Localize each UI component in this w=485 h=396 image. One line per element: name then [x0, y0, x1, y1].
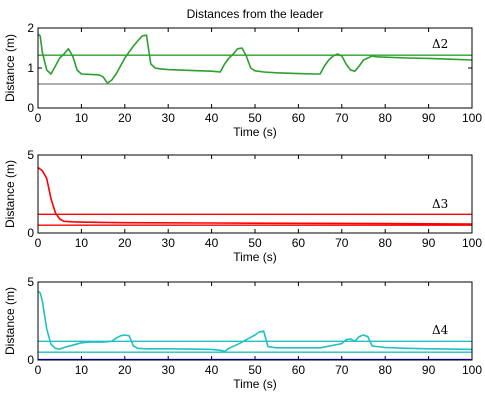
x-tick-label: 70 [335, 236, 349, 250]
chart-title: Distances from the leader [187, 7, 324, 21]
x-tick-label: 0 [35, 236, 42, 250]
y-tick-label: 5 [27, 148, 34, 162]
x-tick-label: 60 [292, 111, 306, 125]
x-tick-label: 100 [462, 236, 482, 250]
x-tick-label: 70 [335, 111, 349, 125]
delta-annotation: Δ4 [432, 323, 449, 337]
chart-panel-1: 0 10 20 30 40 50 60 70 80 90 100 0 1 2 Time (s) Distanc… [3, 7, 482, 139]
x-tick-label: 90 [422, 111, 436, 125]
x-tick-label: 40 [205, 111, 219, 125]
x-tick-label: 80 [379, 111, 393, 125]
x-tick-label: 20 [118, 111, 132, 125]
x-tick-label: 80 [379, 363, 393, 377]
x-tick-label: 100 [462, 111, 482, 125]
x-tick-label: 30 [162, 111, 176, 125]
y-tick-label: 0 [27, 226, 34, 240]
x-tick-label: 0 [35, 363, 42, 377]
x-tick-label: 40 [205, 236, 219, 250]
x-tick-label: 60 [292, 363, 306, 377]
x-tick-label: 20 [118, 236, 132, 250]
x-tick-label: 0 [35, 111, 42, 125]
chart-panel-2: 0 10 20 30 40 50 60 70 80 90 100 0 5 Time (s) Distance… [3, 148, 482, 264]
x-tick-label: 60 [292, 236, 306, 250]
x-tick-label: 90 [422, 363, 436, 377]
x-axis-label: Time (s) [233, 377, 277, 391]
trajectory-line-3-0 [37, 290, 473, 353]
delta-annotation: Δ3 [432, 197, 448, 211]
delta-annotation: Δ2 [432, 37, 448, 51]
chart-panel-3: 0 10 20 30 40 50 60 70 80 90 100 0 5 Time (s) Distance… [3, 275, 482, 391]
x-tick-label: 90 [422, 236, 436, 250]
x-tick-label: 10 [75, 236, 89, 250]
y-tick-label: 5 [27, 275, 34, 289]
x-tick-label: 50 [248, 111, 262, 125]
trajectory-line-1-0 [37, 33, 473, 84]
x-tick-label: 30 [162, 236, 176, 250]
axes-frame [37, 154, 473, 234]
x-tick-label: 80 [379, 236, 393, 250]
y-axis-label: Distance (m) [3, 160, 17, 228]
x-tick-label: 30 [162, 363, 176, 377]
y-tick-label: 1 [27, 61, 34, 75]
x-tick-label: 70 [335, 363, 349, 377]
x-tick-label: 50 [248, 363, 262, 377]
y-tick-label: 2 [27, 21, 34, 35]
x-tick-label: 100 [462, 363, 482, 377]
y-tick-label: 0 [27, 101, 34, 115]
x-axis-label: Time (s) [233, 250, 277, 264]
x-tick-label: 40 [205, 363, 219, 377]
x-tick-label: 10 [75, 363, 89, 377]
y-axis-label: Distance (m) [3, 34, 17, 102]
y-axis-label: Distance (m) [3, 287, 17, 355]
x-tick-label: 20 [118, 363, 132, 377]
x-axis-label: Time (s) [233, 125, 277, 139]
y-tick-label: 0 [27, 353, 34, 367]
axes-frame [37, 27, 473, 109]
x-tick-label: 10 [75, 111, 89, 125]
x-tick-label: 50 [248, 236, 262, 250]
trajectory-line-2-0 [37, 166, 473, 225]
